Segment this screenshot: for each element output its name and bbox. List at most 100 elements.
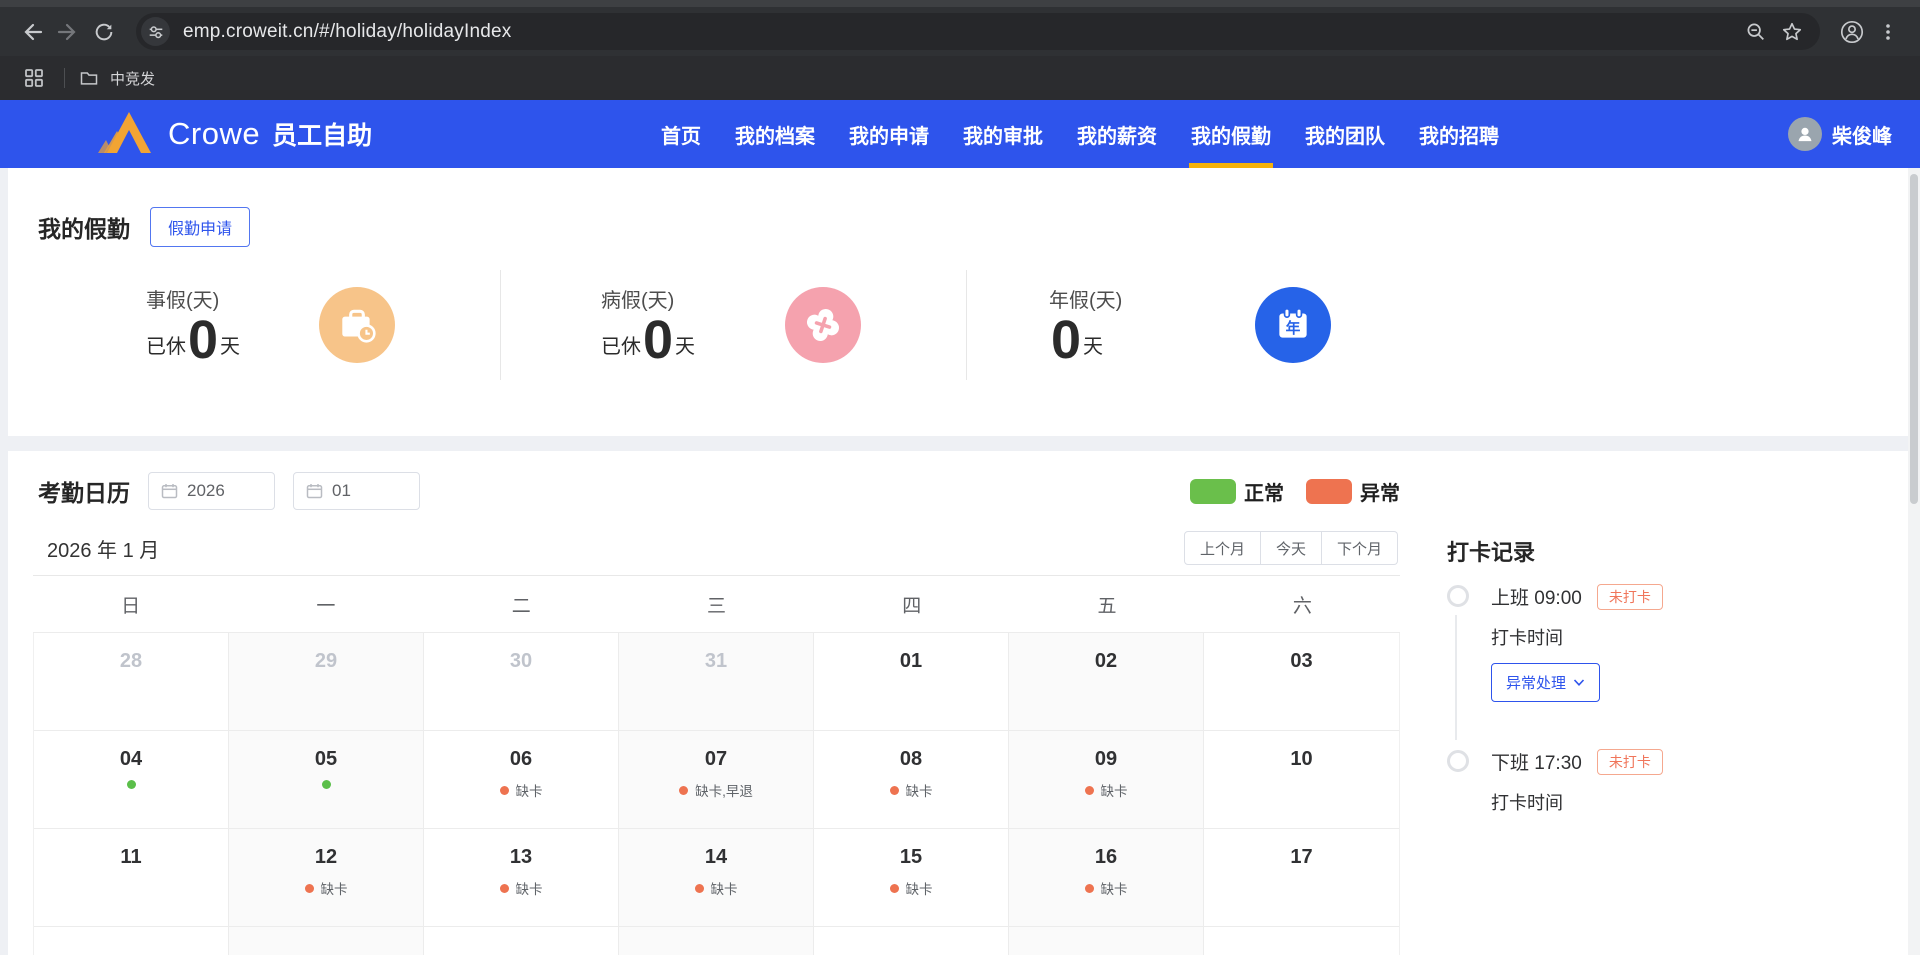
punch-record: 上班 09:00 未打卡 打卡时间 异常处理 [1447,583,1887,748]
legend-swatch-正常 [1190,478,1236,504]
calendar-cell[interactable]: 14 缺卡 [619,829,814,927]
nav-item-7[interactable]: 我的团队 [1305,125,1386,148]
day-number: 07 [704,748,728,770]
calendar-cell[interactable]: 08 缺卡 [814,731,1009,829]
calendar-nav-button-2[interactable]: 今天 [1260,531,1322,565]
nav-item-5[interactable]: 我的薪资 [1077,125,1158,148]
nav-item-8[interactable]: 我的招聘 [1419,125,1500,148]
calendar-nav-button-1[interactable]: 上个月 [1183,531,1261,565]
calendar-cell[interactable]: 11 [34,829,229,927]
zoom-out-icon[interactable] [1738,14,1774,50]
profile-icon[interactable] [1834,14,1870,50]
url-text[interactable]: emp.croweit.cn/#/holiday/holidayIndex [183,20,512,42]
record-badge: 未打卡 [1596,748,1663,775]
calendar-cell[interactable] [1204,927,1399,955]
calendar-cell[interactable]: 30 [424,633,619,731]
punch-records-panel: 打卡记录 上班 09:00 未打卡 打卡时间 异常处理 下班 17:30 未打卡 打卡时间 [1447,511,1887,815]
menu-dots-icon[interactable] [1870,14,1906,50]
back-icon[interactable] [14,14,50,50]
calendar-cell[interactable]: 09 缺卡 [1009,731,1204,829]
month-select[interactable]: 01 [293,472,420,510]
calendar-cell[interactable]: 28 [34,633,229,731]
svg-text:年: 年 [1286,319,1301,337]
stat-prefix: 已休 [601,336,641,359]
status-note: 缺卡 [1100,784,1128,799]
calendar-cell[interactable] [814,927,1009,955]
page-scrollbar[interactable] [1908,168,1920,955]
bookmarks-separator [64,68,65,88]
day-number: 14 [704,846,728,868]
calendar-cell[interactable]: 04 [34,731,229,829]
day-number: 06 [509,748,533,770]
brand[interactable]: Crowe 员工自助 [0,109,372,160]
calendar-cell[interactable]: 06 缺卡 [424,731,619,829]
app-navbar: Crowe 员工自助 首页 我的档案 我的申请 我的审批 我的薪资 我的假勤 我的团队 我的招… [0,100,1920,168]
scrollbar-thumb[interactable] [1910,174,1918,504]
calendar-cell[interactable]: 01 [814,633,1009,731]
page-title: 我的假勤 [38,216,130,242]
punch-title: 打卡记录 [1447,540,1536,565]
calendar-cell[interactable]: 15 缺卡 [814,829,1009,927]
calendar-cell[interactable]: 31 [619,633,814,731]
calendar-cell[interactable] [34,927,229,955]
briefcase-clock-icon [319,287,395,363]
stat-value: 0 [188,309,219,370]
status-note: 缺卡 [1100,882,1128,897]
bookmark-star-icon[interactable] [1774,14,1810,50]
stat-label: 年假(天) [1049,289,1123,312]
legend-label: 正常 [1244,482,1284,505]
status-note: 缺卡 [320,882,348,897]
refresh-icon[interactable] [86,14,122,50]
nav-item-4[interactable]: 我的审批 [963,125,1044,148]
attendance-title: 考勤日历 [38,480,130,506]
stat-value: 0 [1051,309,1082,370]
calendar-cell[interactable]: 10 [1204,731,1399,829]
status-note: 缺卡 [515,882,543,897]
status-dot-abnormal [1084,883,1094,893]
day-number: 15 [899,846,923,868]
nav-item-6[interactable]: 我的假勤 [1174,100,1288,168]
year-select[interactable]: 2026 [148,472,275,510]
calendar-cell[interactable]: 13 缺卡 [424,829,619,927]
day-number: 13 [509,846,533,868]
nav-item-2[interactable]: 我的档案 [735,125,816,148]
medical-clover-icon [785,287,861,363]
day-number: 11 [120,846,142,868]
calendar-cell[interactable] [619,927,814,955]
main-nav: 首页 我的档案 我的申请 我的审批 我的薪资 我的假勤 我的团队 我的招聘 [644,100,1516,168]
stat-prefix: 已休 [146,336,186,359]
weekday-label: 六 [1292,595,1312,617]
calendar-cell[interactable]: 17 [1204,829,1399,927]
calendar-icon [306,484,323,499]
user-menu[interactable]: 柴俊峰 [1787,117,1920,151]
status-dot-abnormal [499,883,509,893]
calendar-cell[interactable] [424,927,619,955]
bookmark-folder-label[interactable]: 中竞发 [110,70,156,88]
day-number: 01 [899,650,923,672]
calendar-cell[interactable]: 16 缺卡 [1009,829,1204,927]
status-dot-normal [321,780,331,789]
calendar-cell[interactable] [229,927,424,955]
calendar-nav-button-3[interactable]: 下个月 [1321,531,1398,565]
calendar-cell[interactable] [1009,927,1204,955]
status-dot-abnormal [679,785,689,795]
folder-icon[interactable] [77,60,101,96]
day-number: 16 [1094,846,1118,868]
record-time-label: 打卡时间 [1491,793,1563,813]
abnormal-action-button[interactable]: 异常处理 [1491,663,1601,702]
nav-item-1[interactable]: 首页 [661,125,702,148]
calendar-cell[interactable]: 29 [229,633,424,731]
site-info-icon[interactable] [141,17,170,46]
apps-grid-icon[interactable] [16,60,52,96]
calendar-nav-buttons: 上个月 今天 下个月 [1183,531,1398,565]
calendar-cell[interactable]: 03 [1204,633,1399,731]
calendar-cell[interactable]: 07 缺卡,早退 [619,731,814,829]
leave-apply-button[interactable]: 假勤申请 [150,207,251,247]
calendar-cell[interactable]: 12 缺卡 [229,829,424,927]
address-bar[interactable]: emp.croweit.cn/#/holiday/holidayIndex [136,13,1820,50]
forward-icon[interactable] [50,14,86,50]
status-note: 缺卡 [710,882,738,897]
nav-item-3[interactable]: 我的申请 [849,125,930,148]
calendar-cell[interactable]: 05 [229,731,424,829]
calendar-cell[interactable]: 02 [1009,633,1204,731]
